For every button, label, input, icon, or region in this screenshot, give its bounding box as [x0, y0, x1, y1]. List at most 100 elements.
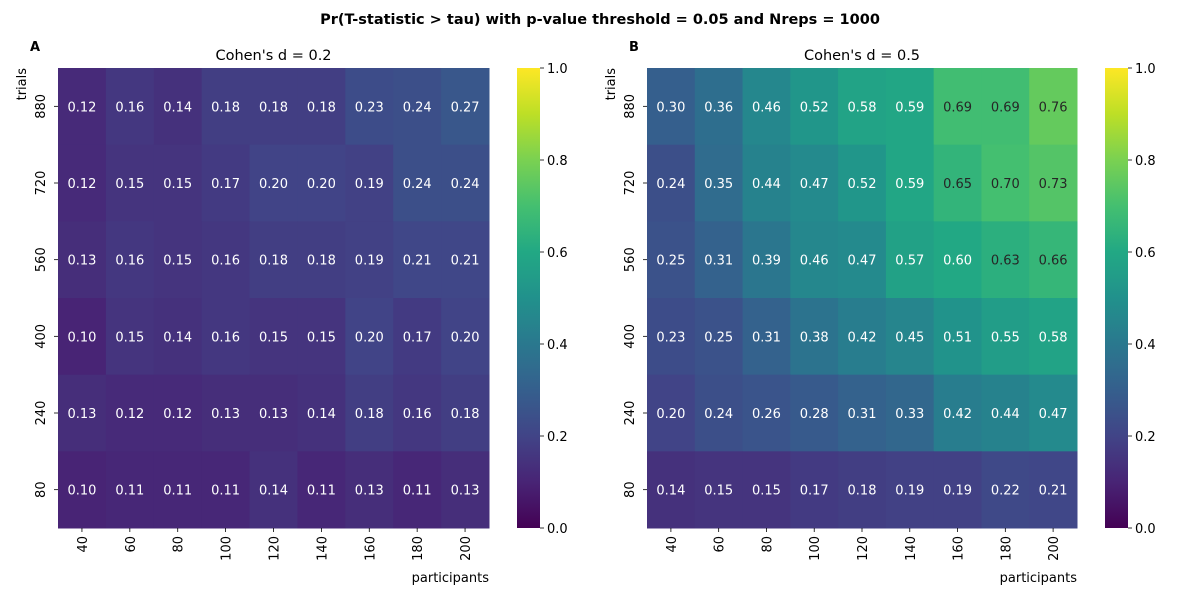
- cell-value-label: 0.11: [403, 484, 432, 499]
- heatmap-cell: [441, 451, 490, 529]
- colorbar-tick-label: 0.0: [1135, 522, 1156, 537]
- panel-title: Cohen's d = 0.2: [215, 48, 331, 64]
- heatmap-cell: [153, 144, 203, 222]
- cell-value-label: 0.66: [1039, 254, 1068, 269]
- heatmap-cell: [838, 221, 887, 299]
- cell-value-label: 0.27: [451, 100, 480, 115]
- heatmap-cell: [345, 144, 394, 222]
- heatmap-cell: [393, 374, 442, 452]
- cell-value-label: 0.13: [451, 484, 480, 499]
- x-tick-label: 200: [1047, 536, 1062, 561]
- heatmap-cell: [742, 144, 791, 222]
- x-tick-label: 100: [808, 536, 823, 561]
- heatmap-cell: [441, 221, 490, 299]
- cell-value-label: 0.59: [895, 177, 924, 192]
- colorbar-tick-label: 0.8: [547, 154, 568, 169]
- heatmap-cell: [58, 298, 107, 376]
- heatmap-cell: [393, 68, 442, 146]
- cell-value-label: 0.65: [943, 177, 972, 192]
- cell-value-label: 0.13: [211, 407, 240, 422]
- cell-value-label: 0.21: [403, 254, 432, 269]
- cell-value-label: 0.31: [704, 254, 733, 269]
- heatmap-cell: [694, 374, 744, 452]
- x-tick-label: 160: [363, 536, 378, 561]
- cell-value-label: 0.28: [800, 407, 829, 422]
- heatmap-cell: [249, 68, 298, 146]
- heatmap-cell: [1029, 144, 1078, 222]
- cell-value-label: 0.12: [67, 100, 96, 115]
- cell-value-label: 0.63: [991, 254, 1020, 269]
- cell-value-label: 0.18: [307, 254, 336, 269]
- x-tick-label: 180: [411, 536, 426, 561]
- heatmap-cell: [105, 68, 155, 146]
- colorbar-tick-label: 0.6: [547, 246, 568, 261]
- cell-value-label: 0.51: [943, 330, 972, 345]
- cell-value-label: 0.18: [355, 407, 384, 422]
- heatmap-cell: [201, 144, 251, 222]
- heatmap-cell: [694, 298, 744, 376]
- cell-value-label: 0.18: [451, 407, 480, 422]
- heatmap-cell: [345, 221, 394, 299]
- cell-value-label: 0.60: [943, 254, 972, 269]
- heatmap-cell: [249, 374, 298, 452]
- y-tick-label: 400: [623, 324, 638, 349]
- cell-value-label: 0.13: [67, 407, 96, 422]
- x-tick-label: 60: [124, 536, 139, 553]
- cell-value-label: 0.55: [991, 330, 1020, 345]
- cell-value-label: 0.25: [656, 254, 685, 269]
- y-tick-label: 720: [34, 171, 49, 196]
- cell-value-label: 0.13: [259, 407, 288, 422]
- heatmap-cell: [58, 451, 107, 529]
- cell-value-label: 0.11: [307, 484, 336, 499]
- cell-value-label: 0.57: [895, 254, 924, 269]
- heatmap-cell: [393, 144, 442, 222]
- cell-value-label: 0.19: [895, 484, 924, 499]
- heatmap-cell: [647, 298, 696, 376]
- cell-value-label: 0.52: [848, 177, 877, 192]
- heatmap-cell: [647, 221, 696, 299]
- heatmap-cell: [742, 68, 791, 146]
- cell-value-label: 0.33: [895, 407, 924, 422]
- cell-value-label: 0.23: [355, 100, 384, 115]
- cell-value-label: 0.20: [259, 177, 288, 192]
- heatmap-cell: [345, 298, 394, 376]
- heatmap-cell: [981, 144, 1030, 222]
- cell-value-label: 0.42: [943, 407, 972, 422]
- cell-value-label: 0.14: [307, 407, 336, 422]
- cell-value-label: 0.58: [1039, 330, 1068, 345]
- heatmap-cell: [981, 221, 1030, 299]
- heatmap-cell: [153, 68, 203, 146]
- colorbar-tick-label: 1.0: [1135, 62, 1156, 77]
- cell-value-label: 0.17: [211, 177, 240, 192]
- heatmap-cell: [933, 374, 982, 452]
- heatmap-cell: [1029, 374, 1078, 452]
- heatmap-cell: [694, 451, 744, 529]
- heatmap-cell: [201, 451, 251, 529]
- heatmap-cell: [105, 144, 155, 222]
- cell-value-label: 0.12: [115, 407, 144, 422]
- heatmap-cell: [981, 68, 1030, 146]
- heatmap-cell: [742, 221, 791, 299]
- heatmap-cell: [933, 298, 982, 376]
- x-tick-label: 120: [268, 536, 283, 561]
- colorbar-tick-label: 0.6: [1135, 246, 1156, 261]
- x-tick-label: 60: [713, 536, 728, 553]
- heatmap-cell: [393, 298, 442, 376]
- heatmap-cell: [1029, 451, 1078, 529]
- heatmap-cell: [153, 374, 203, 452]
- heatmap-cell: [58, 374, 107, 452]
- cell-value-label: 0.24: [656, 177, 685, 192]
- cell-value-label: 0.11: [211, 484, 240, 499]
- heatmap-cell: [58, 68, 107, 146]
- colorbar: 0.0 0.2 0.4 0.6 0.8 1.0: [1105, 62, 1156, 537]
- heatmap-cell: [647, 374, 696, 452]
- heatmap-cell: [647, 144, 696, 222]
- heatmap-cell: [742, 451, 791, 529]
- cell-value-label: 0.12: [67, 177, 96, 192]
- cell-value-label: 0.47: [800, 177, 829, 192]
- heatmap-cell: [1029, 68, 1078, 146]
- cell-value-label: 0.42: [848, 330, 877, 345]
- heatmap-cell: [153, 451, 203, 529]
- cell-value-label: 0.31: [752, 330, 781, 345]
